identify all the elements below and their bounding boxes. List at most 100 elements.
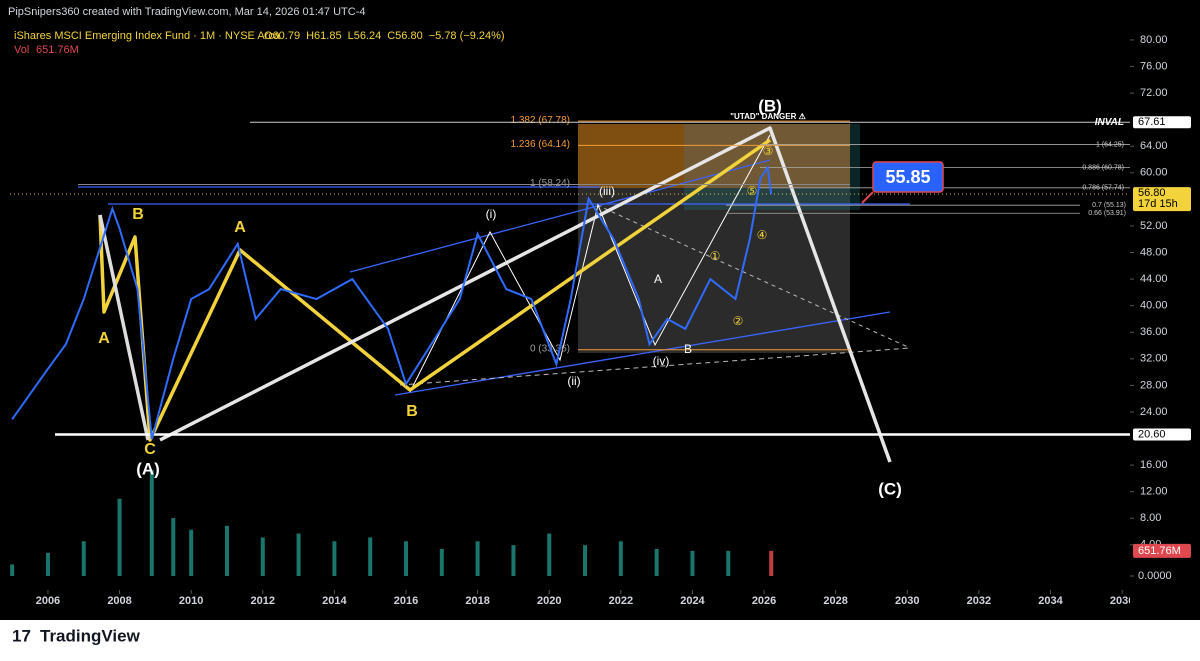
y-tick-label: 32.00 bbox=[1140, 353, 1168, 365]
axis-cover bbox=[1130, 592, 1200, 612]
volume-bar bbox=[618, 541, 623, 576]
y-tick-label: 44.00 bbox=[1140, 273, 1168, 285]
wave-label: B bbox=[684, 342, 692, 356]
support-tag: 20.60 bbox=[1138, 428, 1166, 440]
wave-label: ④ bbox=[757, 228, 768, 242]
x-tick-label: 2034 bbox=[1038, 595, 1063, 607]
volume-bar bbox=[475, 541, 480, 576]
fib-label: 0.886 (60.78) bbox=[1082, 164, 1124, 171]
logo-mark: ⁠17 bbox=[12, 626, 31, 645]
wave-label: ⑤ bbox=[747, 184, 758, 198]
legend-volume-title: Vol bbox=[14, 44, 29, 56]
volume-bar bbox=[260, 537, 265, 576]
y-tick-label: 16.00 bbox=[1140, 459, 1168, 471]
volume-bar bbox=[45, 552, 50, 576]
plot: 1.382 (67.78)1.236 (64.14)1 (58.24)0 (33… bbox=[10, 96, 1130, 576]
callout-box bbox=[872, 161, 944, 193]
y-tick-label: 52.00 bbox=[1140, 220, 1168, 232]
y-tick-label: 8.00 bbox=[1140, 512, 1161, 524]
inval-text: INVAL bbox=[1095, 117, 1124, 128]
support-tag-bg bbox=[1133, 428, 1191, 441]
wave-label: ② bbox=[733, 314, 744, 328]
last-price-tag: 56.80 bbox=[1138, 187, 1166, 199]
volume-bar bbox=[332, 541, 337, 576]
x-tick-label: 2010 bbox=[179, 595, 203, 607]
wave-label: C bbox=[144, 441, 156, 458]
footer-bar bbox=[0, 620, 1200, 661]
x-tick-label: 2008 bbox=[107, 595, 131, 607]
volume-tag: 651.76M bbox=[1138, 545, 1181, 557]
volume-bar bbox=[439, 548, 444, 576]
fib-label: 1 (58.24) bbox=[530, 178, 570, 189]
volume-tag-bg bbox=[1133, 543, 1191, 558]
y2-tick-label: 0.0000 bbox=[1138, 570, 1172, 582]
fib-label: 0.7 (55.13) bbox=[1092, 202, 1126, 209]
x-tick-label: 2036 bbox=[1110, 595, 1134, 607]
volume-bar bbox=[224, 525, 229, 576]
volume-bar bbox=[690, 550, 695, 576]
x-tick-label: 2028 bbox=[823, 595, 847, 607]
x-tick-label: 2020 bbox=[537, 595, 561, 607]
y-tick-label: 24.00 bbox=[1140, 406, 1168, 418]
callout-value: 55.85 bbox=[885, 167, 930, 187]
last-price-bg bbox=[1133, 187, 1191, 212]
y-tick-label: 60.00 bbox=[1140, 167, 1168, 179]
volume-bar bbox=[547, 533, 552, 576]
wave-label: (B) bbox=[758, 96, 782, 115]
wave-label: A bbox=[98, 330, 110, 347]
wave-label: B bbox=[406, 403, 418, 420]
fib-label: 0.786 (57.74) bbox=[1082, 185, 1124, 192]
volume-bar bbox=[404, 541, 409, 576]
y-tick-label: 12.00 bbox=[1140, 486, 1168, 498]
volume-bar bbox=[583, 545, 588, 576]
wave-label: ③ bbox=[763, 144, 774, 158]
volume-bar bbox=[726, 550, 731, 576]
wave-label: A bbox=[234, 219, 246, 236]
wave-label: (C) bbox=[878, 479, 902, 498]
countdown: 17d 15h bbox=[1138, 198, 1178, 210]
brand: TradingView bbox=[40, 626, 141, 645]
legend-volume: 651.76M bbox=[36, 44, 79, 56]
brand-logo: ⁠17 TradingView bbox=[12, 626, 141, 645]
wave-label: (iv) bbox=[653, 354, 670, 368]
x-tick-label: 2018 bbox=[465, 595, 489, 607]
x-tick-label: 2022 bbox=[609, 595, 633, 607]
x-tick-label: 2016 bbox=[394, 595, 418, 607]
zone bbox=[578, 188, 850, 353]
volume-bar bbox=[654, 548, 659, 576]
x-tick-label: 2026 bbox=[752, 595, 776, 607]
fib-label: 0.66 (53.91) bbox=[1088, 210, 1126, 217]
callout-pointer bbox=[861, 191, 874, 204]
x-tick-label: 2006 bbox=[36, 595, 60, 607]
legend-ohlc: C56.80 bbox=[387, 30, 422, 42]
volume-bar bbox=[81, 541, 86, 576]
volume-bar bbox=[511, 545, 516, 576]
y-tick-label: 80.00 bbox=[1140, 34, 1168, 46]
y-tick-label: 76.00 bbox=[1140, 60, 1168, 72]
y-tick-label: 72.00 bbox=[1140, 87, 1168, 99]
time-axis bbox=[0, 590, 1200, 620]
y-tick-label: 48.00 bbox=[1140, 246, 1168, 258]
wave-label: B bbox=[132, 206, 144, 223]
attribution: PipSnipers360 created with TradingView.c… bbox=[8, 6, 366, 18]
volume-bar bbox=[189, 529, 194, 576]
x-tick-label: 2014 bbox=[322, 595, 347, 607]
x-tick-label: 2032 bbox=[967, 595, 991, 607]
wave-label: (A) bbox=[136, 459, 160, 478]
volume-bar bbox=[171, 518, 176, 576]
fib-label: 1.382 (67.78) bbox=[511, 115, 571, 126]
inval-tag-bg bbox=[1133, 116, 1191, 129]
volume-bar bbox=[368, 537, 373, 576]
y-tick-label: 36.00 bbox=[1140, 326, 1168, 338]
x-tick-label: 2024 bbox=[680, 595, 705, 607]
wave-label: "UTAD" DANGER ⚠ bbox=[730, 112, 806, 121]
wave-label: (ii) bbox=[567, 374, 580, 388]
y-tick-label: 40.00 bbox=[1140, 300, 1168, 312]
y-tick-label: 28.00 bbox=[1140, 379, 1168, 391]
wave-drawings bbox=[78, 126, 911, 463]
legend-ohlc: −5.78 (−9.24%) bbox=[429, 30, 505, 42]
price-line bbox=[11, 164, 773, 440]
legend-ohlc: H61.85 bbox=[306, 30, 341, 42]
wave-label: ① bbox=[710, 249, 721, 263]
